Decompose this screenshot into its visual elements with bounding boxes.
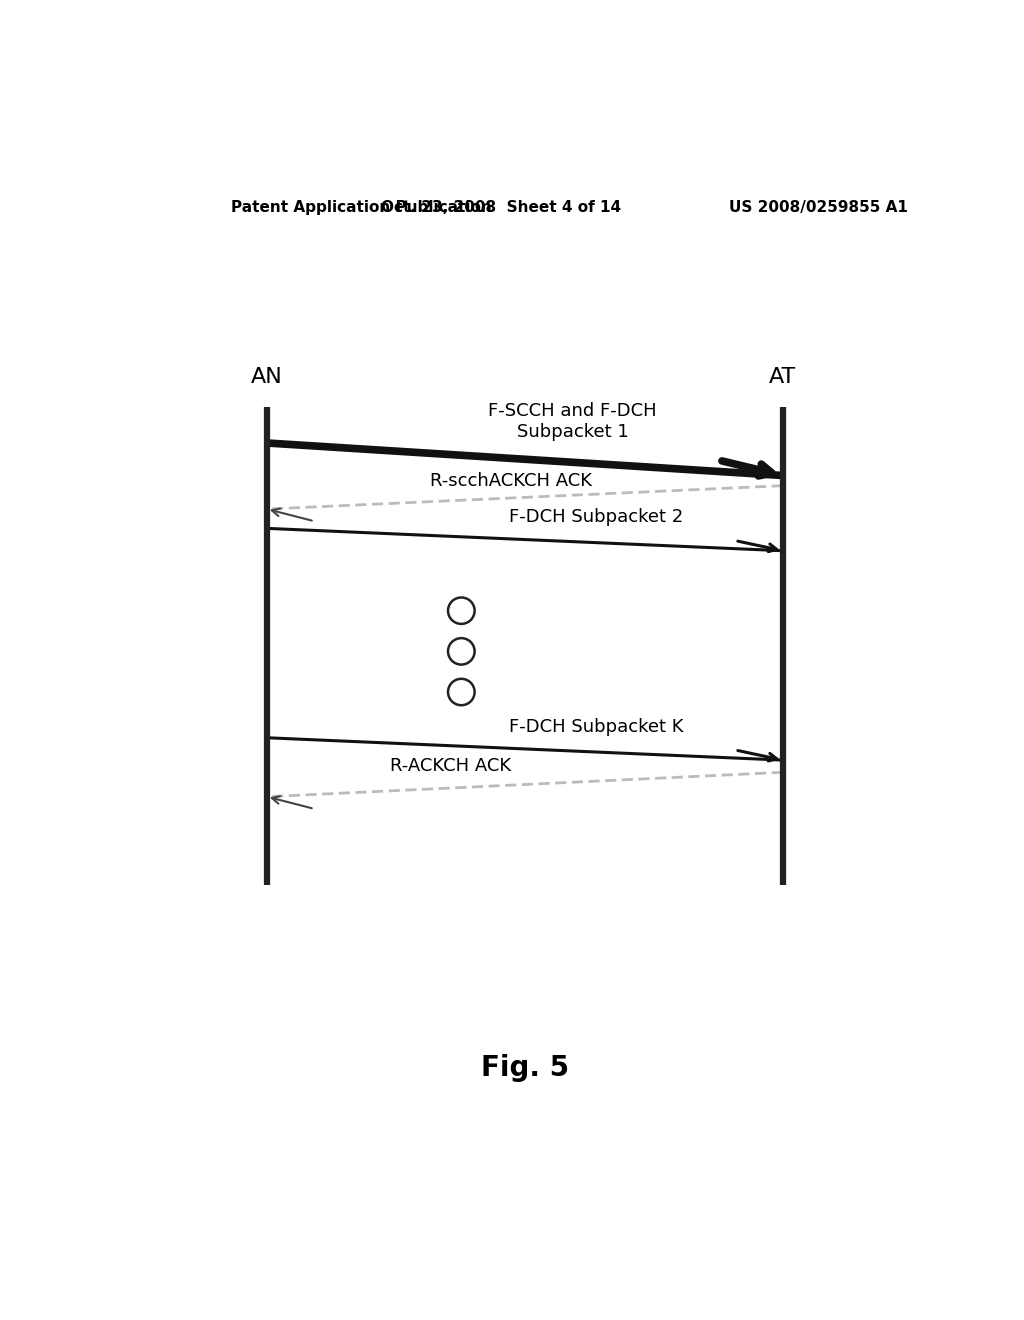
Text: R-ACKCH ACK: R-ACKCH ACK bbox=[390, 758, 511, 775]
Text: F-DCH Subpacket K: F-DCH Subpacket K bbox=[509, 718, 683, 735]
Text: Patent Application Publication: Patent Application Publication bbox=[231, 199, 492, 215]
Text: US 2008/0259855 A1: US 2008/0259855 A1 bbox=[729, 199, 908, 215]
Text: F-DCH Subpacket 2: F-DCH Subpacket 2 bbox=[509, 508, 683, 527]
Text: R-scchACKCH ACK: R-scchACKCH ACK bbox=[430, 471, 592, 490]
Text: Fig. 5: Fig. 5 bbox=[480, 1055, 569, 1082]
Text: AT: AT bbox=[769, 367, 797, 387]
Text: F-SCCH and F-DCH
Subpacket 1: F-SCCH and F-DCH Subpacket 1 bbox=[488, 403, 656, 441]
Text: Oct. 23, 2008  Sheet 4 of 14: Oct. 23, 2008 Sheet 4 of 14 bbox=[381, 199, 621, 215]
Text: AN: AN bbox=[251, 367, 283, 387]
